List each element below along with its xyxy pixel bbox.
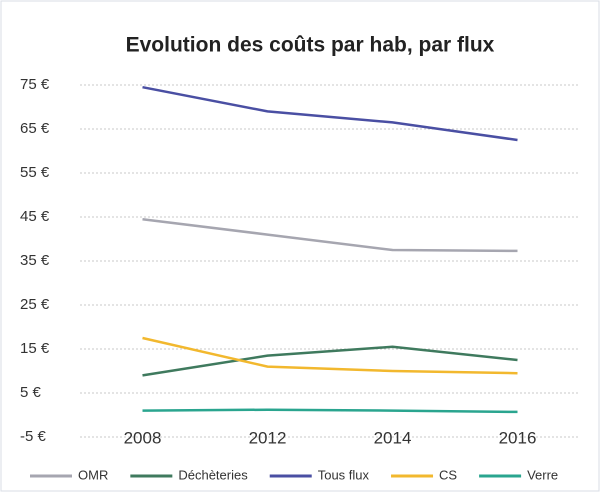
series-line (142, 408, 518, 414)
x-tick-label: 2014 (374, 428, 412, 447)
x-tick-label: 2008 (124, 428, 162, 447)
legend-label: Verre (527, 467, 558, 482)
y-tick-label: 45 € (20, 208, 50, 225)
series-line (142, 345, 518, 377)
y-tick-label: 55 € (20, 164, 50, 181)
y-tick-label: 35 € (20, 252, 50, 269)
x-tick-label: 2012 (249, 428, 287, 447)
y-tick-label: 65 € (20, 120, 50, 137)
y-tick-label: 15 € (20, 340, 50, 357)
x-tick-label: 2016 (499, 428, 537, 447)
legend-label: CS (439, 467, 457, 482)
series-line (142, 85, 518, 142)
series-line (142, 217, 518, 253)
legend-label: Tous flux (318, 467, 370, 482)
y-tick-label: -5 € (20, 428, 47, 445)
y-tick-label: 5 € (20, 384, 42, 401)
y-tick-label: 75 € (20, 76, 50, 93)
series-line (142, 336, 518, 375)
y-tick-label: 25 € (20, 296, 50, 313)
legend-label: OMR (78, 467, 108, 482)
chart-title: Evolution des coûts par hab, par flux (126, 34, 495, 57)
legend-label: Déchèteries (178, 467, 248, 482)
